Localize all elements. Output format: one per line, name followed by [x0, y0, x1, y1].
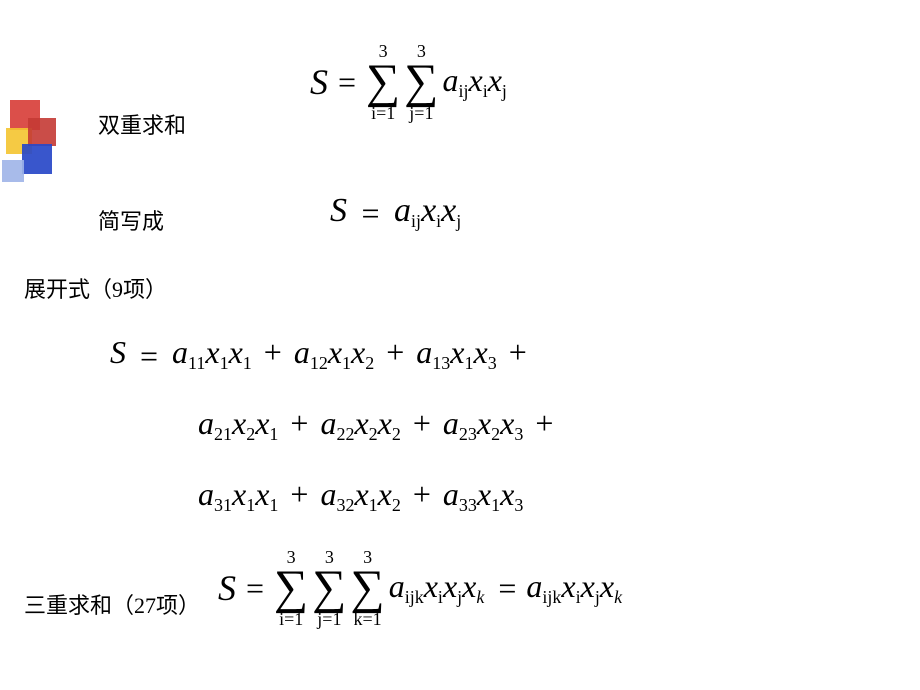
equals-sign: = — [240, 570, 270, 606]
sigma-i: 3 ∑ i=1 — [366, 42, 400, 122]
label-triple-sum: 三重求和（27项） — [24, 588, 200, 620]
formula-double-sum: S = 3 ∑ i=1 3 ∑ j=1 aijxixj — [310, 42, 507, 122]
f2-x2: x — [441, 192, 456, 229]
sigma-icon: ∑ — [274, 566, 308, 610]
f4-lhs: S — [218, 568, 236, 608]
equals-sign: = — [332, 64, 362, 100]
equals-sign: = — [356, 195, 386, 231]
sigma-icon: ∑ — [350, 566, 384, 610]
formula-expansion: S = a11x1x1 + a12x1x2 + a13x1x3 + a21x2x… — [110, 322, 557, 535]
corner-decoration — [0, 100, 60, 200]
sigma-k: 3 ∑ k=1 — [350, 548, 384, 628]
label-double-sum: 双重求和 — [98, 108, 186, 140]
expansion-row-2: a21x2x1 + a22x2x2 + a23x2x3 + — [110, 393, 557, 464]
equals-sign: = — [492, 570, 522, 606]
sigma-j: 3 ∑ j=1 — [404, 42, 438, 122]
f3-lhs: S — [110, 334, 126, 370]
sigma-icon: ∑ — [404, 60, 438, 104]
deco-square-lightblue — [2, 160, 24, 182]
deco-square-red2 — [28, 118, 56, 146]
sigma-i: 3 ∑ i=1 — [274, 548, 308, 628]
f2-x1: x — [421, 192, 436, 229]
formula-triple-sum: S = 3 ∑ i=1 3 ∑ j=1 3 ∑ k=1 aijkxixjxk =… — [218, 548, 622, 628]
sigma-icon: ∑ — [312, 566, 346, 610]
expansion-row-1: S = a11x1x1 + a12x1x2 + a13x1x3 + — [110, 322, 557, 393]
f1-a: a — [442, 62, 458, 98]
sigma-icon: ∑ — [366, 60, 400, 104]
f2-lhs: S — [330, 192, 347, 229]
f1-x1: x — [469, 62, 483, 98]
equals-sign: = — [134, 338, 164, 374]
f1-lhs: S — [310, 62, 328, 102]
f2-a: a — [394, 192, 411, 229]
deco-square-blue — [22, 144, 52, 174]
sigma-j: 3 ∑ j=1 — [312, 548, 346, 628]
expansion-row-3: a31x1x1 + a32x1x2 + a33x1x3 — [110, 464, 557, 535]
label-expansion: 展开式（9项） — [24, 272, 167, 304]
formula-abbrev: S = aijxixj — [330, 192, 461, 232]
label-abbrev: 简写成 — [98, 204, 164, 236]
f1-x2: x — [488, 62, 502, 98]
